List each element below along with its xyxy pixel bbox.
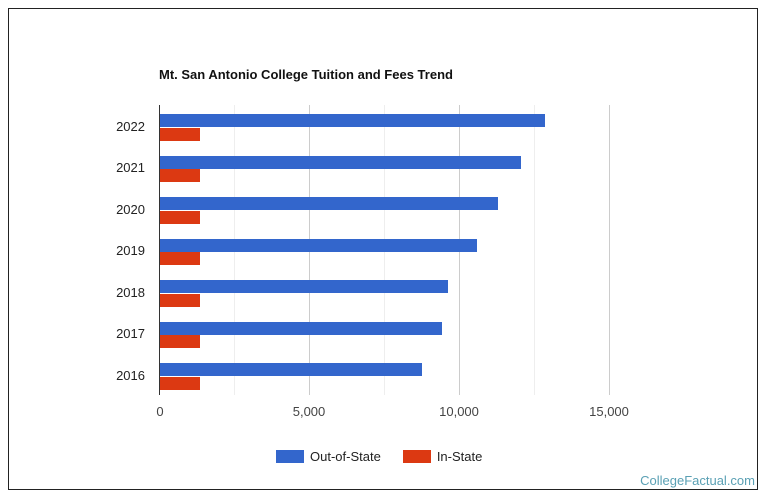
legend-item-out-of-state[interactable]: Out-of-State: [276, 449, 381, 464]
y-axis-line: [159, 105, 160, 395]
plot-area: [159, 105, 699, 395]
legend: Out-of-State In-State: [276, 449, 504, 464]
y-tick-label: 2020: [116, 202, 145, 217]
legend-swatch-red: [402, 450, 431, 463]
brand-link[interactable]: CollegeFactual.com: [640, 473, 755, 488]
bar-in-state-2022[interactable]: [160, 127, 200, 141]
bar-in-state-2020[interactable]: [160, 210, 200, 224]
y-tick-label: 2022: [116, 119, 145, 134]
bar-out-of-state-2017[interactable]: [160, 321, 442, 335]
x-tick-label: 15,000: [589, 404, 629, 419]
gridline-minor: [534, 105, 535, 395]
bar-out-of-state-2016[interactable]: [160, 363, 422, 376]
y-tick-label: 2019: [116, 243, 145, 258]
bar-out-of-state-2020[interactable]: [160, 197, 498, 210]
bar-in-state-2019[interactable]: [160, 252, 200, 265]
bar-out-of-state-2018[interactable]: [160, 280, 448, 293]
x-tick-label: 5,000: [292, 404, 326, 419]
gridline-15000: [609, 105, 610, 395]
x-tick-label: 0: [156, 404, 164, 419]
bar-in-state-2018[interactable]: [160, 293, 200, 307]
bar-in-state-2016[interactable]: [160, 376, 200, 390]
bar-in-state-2021[interactable]: [160, 169, 200, 182]
legend-item-in-state[interactable]: In-State: [402, 449, 483, 464]
y-tick-label: 2018: [116, 285, 145, 300]
legend-label: Out-of-State: [310, 449, 381, 464]
y-tick-label: 2016: [116, 368, 145, 383]
legend-label: In-State: [436, 449, 483, 464]
y-tick-label: 2017: [116, 326, 145, 341]
bar-out-of-state-2021[interactable]: [160, 155, 521, 169]
chart-title: Mt. San Antonio College Tuition and Fees…: [159, 67, 453, 82]
bar-out-of-state-2019[interactable]: [160, 238, 478, 252]
bar-out-of-state-2022[interactable]: [160, 114, 545, 127]
y-tick-label: 2021: [116, 160, 145, 175]
legend-swatch-blue: [276, 450, 304, 463]
bar-in-state-2017[interactable]: [160, 335, 200, 348]
x-tick-label: 10,000: [439, 404, 479, 419]
